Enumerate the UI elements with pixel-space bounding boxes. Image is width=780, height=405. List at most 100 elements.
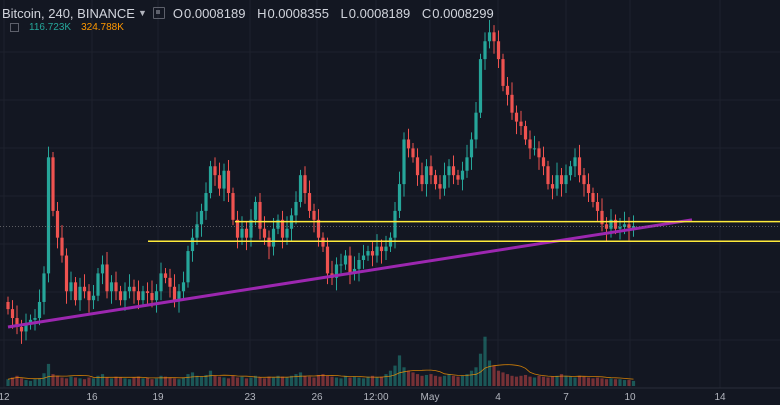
horizontal-levels[interactable] [148,220,780,242]
volume-bar [447,374,451,386]
candle-body [69,282,73,292]
candle-body [208,166,213,194]
volume-bar [505,374,510,386]
candle-body [190,237,195,252]
volume-bar [154,378,159,386]
candle-body [537,148,541,158]
time-tick-label[interactable]: 7 [563,392,569,403]
candle-body [73,282,78,301]
candle-body [550,184,555,189]
volume-bar [69,376,73,386]
volume-bars [6,336,636,386]
candle-body [15,318,19,327]
time-tick-label[interactable]: 26 [311,392,323,403]
candle-body [631,226,636,228]
time-tick-label[interactable]: 19 [152,392,164,403]
candle-body [564,175,568,185]
volume-bar [217,376,222,386]
candle-body [307,193,312,211]
candle-body [357,260,361,269]
candle-body [510,94,514,113]
volume-bar [370,375,375,386]
candle-body [442,175,447,189]
candle-body [406,139,411,149]
volume-bar [181,377,186,386]
volume-bar [24,380,28,386]
candle-body [55,210,60,238]
candle-body [235,219,240,238]
volume-bar [537,375,541,386]
time-tick-label[interactable]: 16 [86,392,98,403]
settings-icon[interactable] [152,7,165,19]
visibility-icon[interactable] [10,23,19,32]
volume-bar [73,377,78,386]
time-tick-label[interactable]: 10 [624,392,636,403]
volume-bar [267,376,271,386]
candle-body [19,326,24,332]
candle-body [429,166,433,176]
volume-bar [33,379,37,386]
candle-body [379,246,384,252]
chevron-down-icon[interactable]: ▼ [137,8,147,18]
candle-body [64,255,69,292]
candle-body [451,166,456,176]
candle-body [213,166,217,176]
open-label: O [172,5,183,21]
time-tick-label[interactable]: 12:00 [363,392,388,403]
time-tick-label[interactable]: 12 [0,392,10,403]
volume-bar [213,375,217,386]
candle-body [474,112,478,140]
candle-body [217,175,222,189]
volume-bar [595,377,600,386]
volume-bar [150,379,154,386]
time-axis[interactable]: 12 16 19 23 26 12:00 May 4 7 10 14 [0,392,726,403]
candle-body [154,291,159,301]
candle-body [415,157,420,176]
candle-body [258,201,262,229]
volume-bar [478,353,483,386]
candle-body [528,139,532,149]
volume-bar [132,377,136,386]
volume-bar [316,374,321,386]
volume-bar [177,379,181,386]
volume-bar [573,377,577,386]
volume-bar [352,376,357,386]
candle-body [276,219,280,229]
time-tick-label[interactable]: 23 [244,392,256,403]
volume-bar [163,376,168,386]
candle-body [132,286,136,292]
candle-body [514,112,519,122]
time-tick-label[interactable]: May [421,392,440,403]
candle-body [393,210,397,238]
volume-bar [523,374,528,386]
candle-body [271,228,276,247]
volume-bar [226,378,231,386]
volume-bar [285,377,289,386]
volume-bar [325,375,330,386]
volume-bar [492,365,496,386]
high-value: 0.0008355 [267,5,329,21]
volume-bar [87,377,91,386]
time-tick-label[interactable]: 4 [495,392,501,403]
symbol-title[interactable]: Bitcoin, 240, BINANCE [2,5,135,21]
time-tick-label[interactable]: 14 [714,392,726,403]
volume-bar [15,375,19,386]
volume-bar [420,375,424,386]
volume-bar [433,375,438,386]
volume-bar [289,375,294,386]
candle-body [118,291,123,301]
volume-bar [195,375,199,386]
candle-body [294,201,298,216]
volume-bar [442,375,447,386]
candle-body [24,324,28,332]
candle-body [478,59,483,113]
volume-bar [249,377,253,386]
candle-body [343,255,348,265]
candle-body [424,166,429,185]
volume-bar [240,376,244,386]
volume-bar [253,375,258,386]
trendline[interactable] [7,218,693,329]
volume-bar [190,372,195,386]
candle-body [361,255,366,260]
